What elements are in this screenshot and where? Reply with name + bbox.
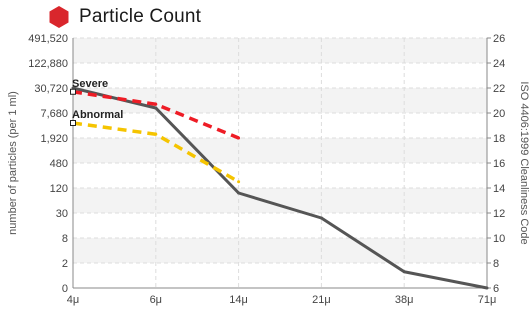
y-tick-label: 8: [62, 233, 68, 245]
y2-tick-label: 8: [493, 258, 499, 270]
data-point-particle-count: [237, 191, 241, 195]
y2-axis-title: ISO 4406:1999 Cleanliness Code: [518, 81, 530, 244]
y2-tick-label: 26: [493, 33, 505, 45]
y-tick-label: 1,920: [40, 133, 68, 145]
data-point-severe: [154, 102, 158, 106]
x-tick-label: 71μ: [478, 294, 497, 306]
chart-header: Particle Count: [47, 4, 201, 30]
grid-band: [73, 188, 487, 213]
x-tick-label: 4μ: [67, 294, 79, 306]
grid-band: [73, 38, 487, 63]
y-tick-label: 120: [50, 183, 68, 195]
y-axis-title: number of particles (per 1 ml): [7, 91, 19, 235]
y2-tick-label: 24: [493, 58, 505, 70]
annotation-marker: [70, 120, 76, 126]
y-tick-label: 7,680: [40, 108, 68, 120]
y-tick-label: 122,880: [28, 58, 68, 70]
y-tick-label: 491,520: [28, 33, 68, 45]
y-tick-label: 2: [62, 258, 68, 270]
x-tick-label: 6μ: [150, 294, 162, 306]
x-tick-label: 21μ: [312, 294, 331, 306]
hexagon-icon: [49, 6, 69, 28]
data-point-particle-count: [402, 270, 406, 274]
y2-tick-label: 18: [493, 133, 505, 145]
y-tick-label: 0: [62, 283, 68, 295]
grid-band: [73, 138, 487, 163]
y2-tick-label: 12: [493, 208, 505, 220]
annotation-label: Severe: [72, 78, 108, 90]
grid-band: [73, 88, 487, 113]
y2-tick-label: 16: [493, 158, 505, 170]
data-point-abnormal: [237, 180, 241, 184]
series-line-particle-count: [72, 86, 488, 290]
y2-tick-label: 22: [493, 83, 505, 95]
y2-tick-label: 6: [493, 283, 499, 295]
y-tick-label: 480: [50, 158, 68, 170]
y-tick-label: 30,720: [34, 83, 68, 95]
data-point-particle-count: [154, 106, 158, 110]
annotation-label: Abnormal: [72, 109, 123, 121]
grid-band: [73, 238, 487, 263]
y2-tick-label: 20: [493, 108, 505, 120]
data-point-severe: [237, 136, 241, 140]
y-tick-label: 30: [56, 208, 68, 220]
y2-tick-label: 10: [493, 233, 505, 245]
annotation-marker: [70, 88, 76, 95]
chart-title: Particle Count: [79, 6, 202, 27]
data-point-abnormal: [154, 132, 158, 136]
data-point-particle-count: [485, 286, 489, 290]
y2-tick-label: 14: [493, 183, 505, 195]
data-point-particle-count: [319, 216, 323, 220]
x-tick-label: 14μ: [229, 294, 248, 306]
x-tick-label: 38μ: [395, 294, 414, 306]
